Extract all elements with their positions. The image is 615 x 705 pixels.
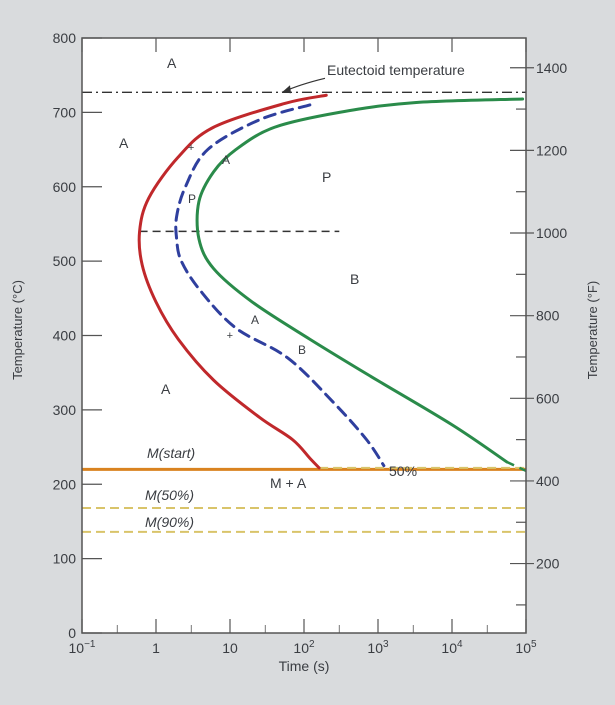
y-tick-label-right: 1400 <box>536 60 567 76</box>
small-label-a2: A <box>251 313 259 327</box>
x-tick-label-exponent: 5 <box>531 639 537 650</box>
y-tick-label-left: 400 <box>53 328 77 344</box>
x-tick-label: 104 <box>441 639 463 656</box>
x-tick-label: 1 <box>152 640 160 656</box>
y-tick-label-left: 500 <box>53 253 77 269</box>
eutectoid-label: Eutectoid temperature <box>327 62 465 78</box>
cooling-path-marker: + <box>227 330 233 342</box>
y-tick-label-right: 200 <box>536 556 560 572</box>
region-label-a-top: A <box>167 55 177 71</box>
x-tick-label: 10 <box>222 640 238 656</box>
small-label-a1: A <box>222 153 230 167</box>
region-label-p: P <box>322 169 331 185</box>
curve-finish-extension <box>506 460 527 472</box>
region-label-a-left: A <box>119 135 129 151</box>
y-tick-label-right: 800 <box>536 308 560 324</box>
m-90-label: M(90%) <box>145 514 194 530</box>
eutectoid-arrowhead <box>282 85 291 94</box>
x-tick-label: 102 <box>293 639 315 656</box>
region-label-ma: M + A <box>270 475 307 491</box>
x-tick-label-exponent: 2 <box>309 639 315 650</box>
m-start-label: M(start) <box>147 445 195 461</box>
y-tick-label-right: 400 <box>536 473 560 489</box>
y-tick-label-right: 1000 <box>536 225 567 241</box>
y-tick-label-left: 700 <box>53 104 77 120</box>
x-tick-label-exponent: 3 <box>383 639 389 650</box>
x-tick-label: 103 <box>367 639 389 656</box>
curve-50- <box>174 103 386 468</box>
y-tick-label-left: 100 <box>53 551 77 567</box>
cooling-path-marker: + <box>188 142 194 154</box>
percent-50-label: 50% <box>389 463 417 479</box>
y-axis-label-right: Temperature (°F) <box>585 281 600 379</box>
region-label-b: B <box>350 271 359 287</box>
m-50-label: M(50%) <box>145 487 194 503</box>
plot-frame <box>81 37 527 634</box>
x-tick-label: 10−1 <box>69 639 96 656</box>
x-tick-label-exponent: 4 <box>457 639 463 650</box>
x-tick-label-exponent: −1 <box>84 639 96 650</box>
y-tick-label-left: 600 <box>53 179 77 195</box>
y-tick-label-left: 200 <box>53 476 77 492</box>
region-label-a-bottom: A <box>161 381 171 397</box>
x-axis-label: Time (s) <box>279 658 330 674</box>
small-label-p: P <box>188 192 196 206</box>
y-axis-label-left: Temperature (°C) <box>10 280 25 380</box>
y-tick-label-left: 800 <box>53 30 77 46</box>
small-label-b: B <box>298 343 306 357</box>
y-tick-label-right: 600 <box>536 390 560 406</box>
y-tick-label-left: 0 <box>68 625 76 641</box>
y-tick-label-right: 1200 <box>536 142 567 158</box>
y-tick-label-left: 300 <box>53 402 77 418</box>
curve-start <box>137 93 328 470</box>
curve-finish <box>195 97 525 464</box>
x-tick-label: 105 <box>515 639 537 656</box>
